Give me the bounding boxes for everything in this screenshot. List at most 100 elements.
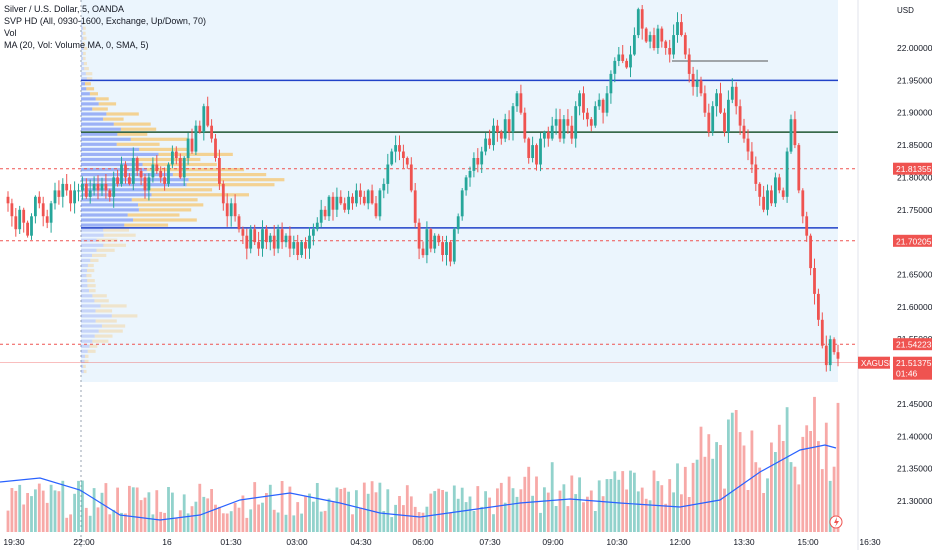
volume-profile-bar-down	[131, 198, 198, 202]
volume-profile-bar-down	[135, 157, 201, 162]
volume-bar	[617, 479, 621, 532]
volume-profile-bar-up	[81, 359, 85, 363]
volume-profile-bar-up	[81, 198, 132, 202]
volume-bar	[241, 495, 245, 532]
candle	[253, 229, 257, 243]
volume-bar	[194, 501, 198, 532]
candle	[836, 352, 840, 359]
candle	[405, 158, 409, 165]
volume-bar	[668, 479, 672, 532]
candle	[449, 242, 452, 262]
volume-bar	[49, 484, 53, 532]
volume-profile-bar-down	[85, 72, 93, 76]
volume-bar	[597, 480, 601, 532]
volume-bar	[65, 517, 69, 532]
volume-bar	[546, 492, 550, 532]
candle	[323, 209, 327, 217]
volume-profile-bar-down	[89, 289, 96, 293]
candle	[558, 119, 562, 139]
volume-bar	[257, 504, 260, 532]
volume-profile-bar-down	[146, 168, 245, 172]
candle	[582, 93, 585, 113]
volume-bar	[727, 419, 730, 532]
candle	[104, 183, 108, 191]
price-label-box	[893, 234, 932, 247]
candle	[331, 196, 335, 210]
candle	[362, 196, 366, 204]
price-tick-label: 21.80000	[897, 172, 932, 182]
volume-profile-bar-down	[82, 21, 85, 25]
candle	[699, 80, 703, 94]
volume-profile-bar-up	[81, 304, 101, 308]
volume-profile-bar-down	[127, 213, 180, 217]
candle	[22, 209, 26, 223]
volume-bar	[445, 491, 448, 532]
volume-bar	[202, 496, 206, 532]
volume-profile-bar-down	[133, 218, 197, 222]
volume-bar	[774, 452, 777, 532]
volume-profile-bar-up	[81, 97, 96, 101]
candle	[159, 171, 163, 178]
volume-profile-bar-up	[81, 369, 84, 374]
candle	[100, 183, 104, 191]
volume-profile-bar-up	[81, 314, 112, 318]
volume-profile-bar-down	[82, 31, 86, 35]
candle	[605, 93, 609, 113]
lightning-icon[interactable]	[829, 515, 843, 529]
volume-bar	[280, 481, 284, 532]
volume-bar	[566, 506, 570, 532]
candle	[135, 158, 139, 171]
candle	[292, 242, 296, 249]
candle	[378, 190, 382, 217]
volume-bar	[370, 481, 374, 532]
time-tick-label: 19:30	[3, 537, 25, 547]
volume-profile-bar-up	[81, 299, 95, 303]
time-tick-label: 12:00	[669, 537, 691, 547]
volume-bar	[382, 511, 386, 532]
volume-profile-bar-down	[94, 334, 113, 338]
volume-bar	[437, 488, 441, 532]
candle	[343, 203, 347, 210]
volume-profile-bar-up	[81, 218, 133, 222]
volume-profile-bar-down	[85, 354, 89, 358]
candle	[84, 183, 88, 197]
volume-profile-bar-down	[86, 274, 92, 278]
volume-profile-bar-down	[86, 77, 93, 81]
candle	[261, 229, 264, 249]
volume-bar	[813, 396, 816, 532]
time-tick-label: 16:30	[859, 537, 881, 547]
candle	[781, 190, 785, 197]
volume-bar	[37, 483, 41, 532]
volume-bar	[801, 436, 805, 532]
price-tick-label: 21.45000	[897, 399, 932, 409]
volume-profile-bar-down	[117, 132, 148, 136]
candle	[543, 132, 546, 139]
volume-bar	[601, 496, 605, 532]
volume-bar	[480, 506, 484, 532]
volume-bar	[805, 425, 809, 532]
candle	[691, 73, 695, 87]
candle	[566, 119, 570, 126]
candle	[81, 183, 84, 191]
volume-bar	[770, 442, 773, 532]
volume-bar	[578, 477, 581, 532]
volume-bar	[613, 471, 617, 532]
time-tick-label: 01:30	[220, 537, 242, 547]
candle	[108, 190, 112, 197]
volume-bar	[499, 482, 503, 532]
candle	[120, 164, 123, 184]
price-tick-label: 21.75000	[897, 205, 932, 215]
candle	[41, 203, 45, 217]
candle	[754, 164, 758, 184]
volume-profile-bar-down	[103, 117, 124, 121]
candle	[417, 222, 421, 249]
candle	[809, 235, 812, 269]
volume-bar	[92, 488, 96, 532]
volume-profile-bar-down	[92, 294, 107, 298]
candle	[128, 177, 131, 184]
volume-bar	[237, 507, 241, 532]
volume-bar	[351, 514, 354, 532]
volume-bar	[30, 496, 33, 532]
